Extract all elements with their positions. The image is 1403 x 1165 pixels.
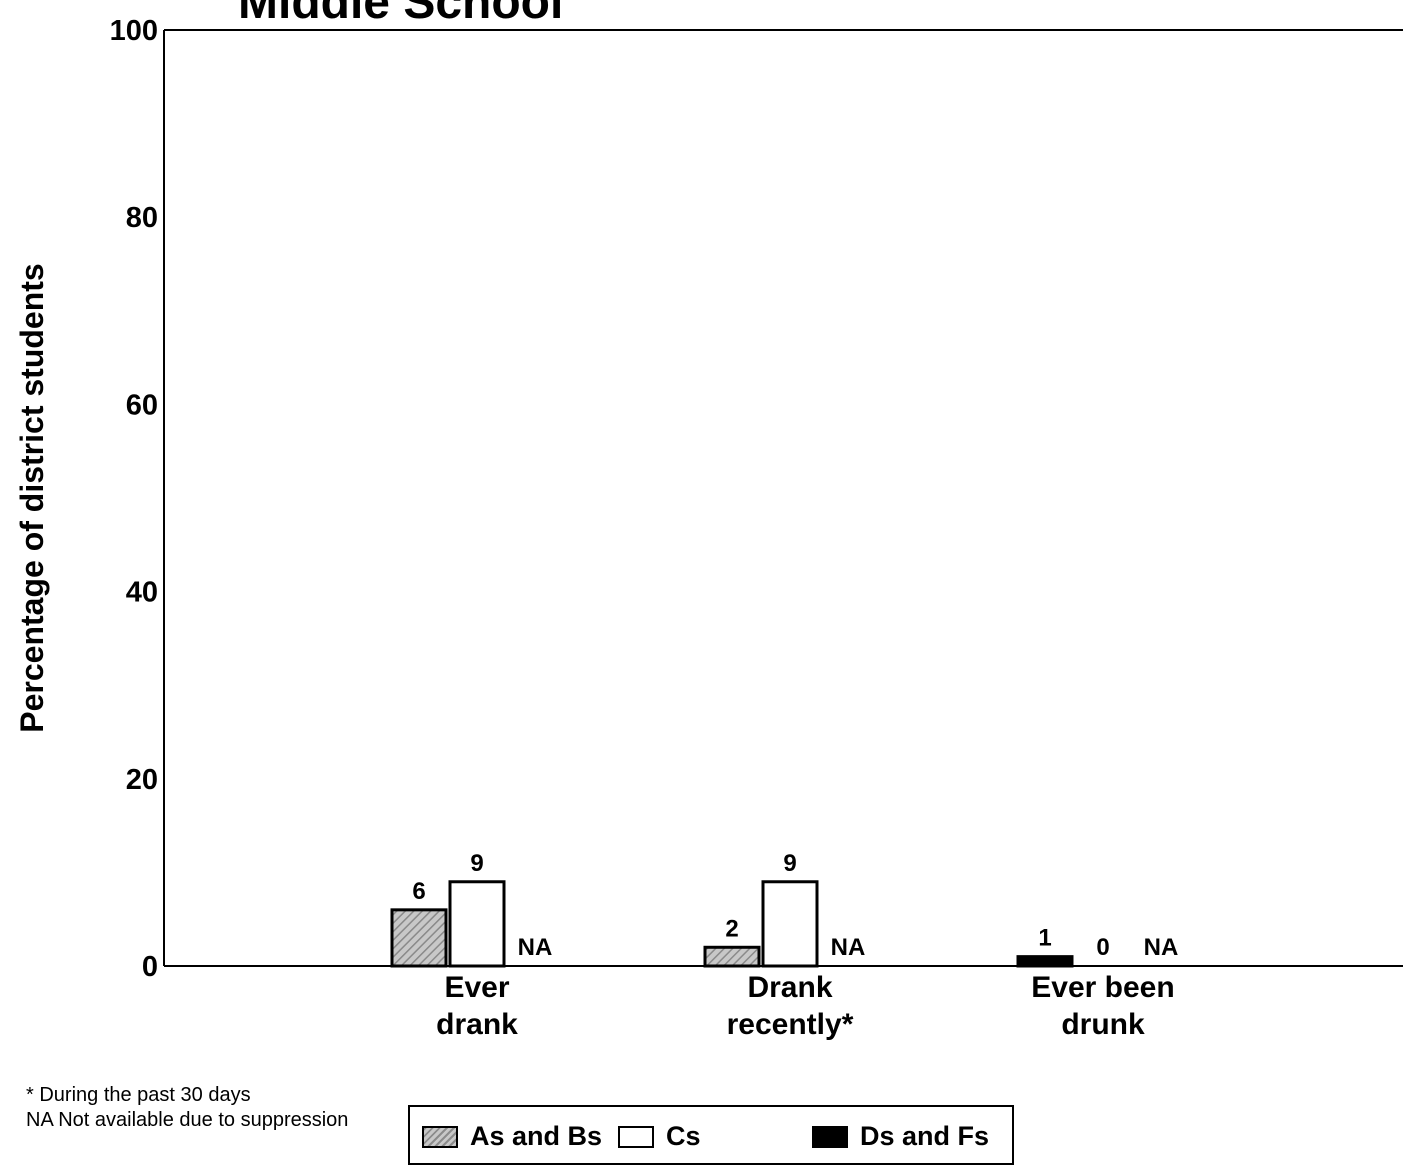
x-category-label-line1: Ever xyxy=(444,971,509,1004)
y-tick-label: 80 xyxy=(126,202,158,234)
y-tick-label: 40 xyxy=(126,577,158,609)
data-label: 1 xyxy=(1038,925,1051,952)
x-category-label-line2: drank xyxy=(436,1008,518,1041)
legend-item-cs: Cs xyxy=(618,1121,701,1152)
legend-item-ds-fs: Ds and Fs xyxy=(812,1121,989,1152)
legend-swatch-hatched xyxy=(422,1125,458,1148)
data-label: 9 xyxy=(470,850,483,877)
footnote-recently: * During the past 30 days xyxy=(26,1084,251,1106)
x-category-label-line2: drunk xyxy=(1061,1008,1145,1041)
bar-cs xyxy=(761,880,819,968)
bar-as-and-bs xyxy=(1016,955,1074,968)
bars: 6 9 NA Ever drank 2 9 NA Drank recently* 1 0 NA Ever … xyxy=(390,850,1179,1041)
data-label: 6 xyxy=(412,878,425,905)
x-category-label-line2: recently* xyxy=(727,1008,854,1041)
data-label: 2 xyxy=(725,915,738,942)
legend-swatch-white xyxy=(618,1125,654,1148)
bar-as-and-bs xyxy=(703,945,761,968)
legend-label-cs: Cs xyxy=(666,1121,701,1151)
bar-cs xyxy=(448,880,506,968)
data-label-na: NA xyxy=(831,934,866,961)
data-label-na: NA xyxy=(518,934,553,961)
legend-label-as-bs: As and Bs xyxy=(470,1121,603,1151)
data-label: 9 xyxy=(783,850,796,877)
footnote-na: NA Not available due to suppression xyxy=(26,1109,349,1131)
x-category-label-line1: Drank xyxy=(747,971,832,1004)
chart-title: Middle School xyxy=(238,0,563,29)
x-category-label-line1: Ever been xyxy=(1031,971,1174,1004)
data-label-na: NA xyxy=(1144,934,1179,961)
y-tick-label: 0 xyxy=(142,951,158,983)
footnotes: * During the past 30 days NA Not availab… xyxy=(26,1083,348,1133)
y-tick-label: 60 xyxy=(126,389,158,421)
legend: As and Bs Cs Ds and Fs xyxy=(408,1105,1014,1165)
y-tick-label: 20 xyxy=(126,764,158,796)
y-tick-label: 100 xyxy=(110,15,158,47)
bar-as-and-bs xyxy=(390,908,448,968)
legend-label-ds-fs: Ds and Fs xyxy=(860,1121,990,1151)
data-label: 0 xyxy=(1096,934,1109,961)
y-axis-label: Percentage of district students xyxy=(14,263,50,732)
legend-swatch-black xyxy=(812,1125,848,1148)
legend-item-as-bs: As and Bs xyxy=(422,1121,602,1152)
